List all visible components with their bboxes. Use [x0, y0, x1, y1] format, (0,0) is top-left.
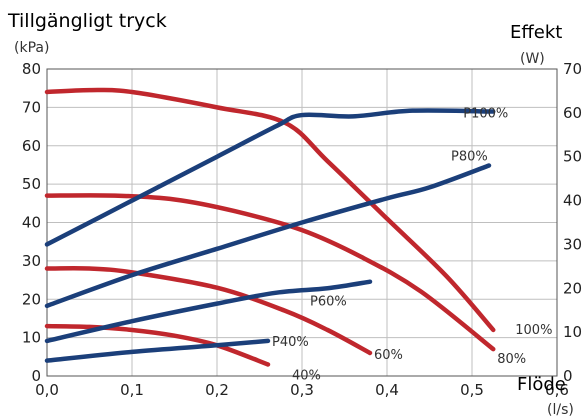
left-axis-unit: (kPa)	[14, 40, 49, 56]
right-axis-unit: (W)	[520, 51, 545, 67]
y2-tick-label: 30	[563, 235, 582, 253]
series	[44, 87, 496, 367]
y-tick-label: 30	[22, 252, 41, 270]
x-tick-label: 0,2	[205, 381, 229, 399]
power-series-label: P80%	[451, 149, 488, 164]
y2-tick-label: 70	[563, 60, 582, 78]
y2-tick-label: 50	[563, 148, 582, 166]
x-axis-unit: (l/s)	[547, 402, 574, 418]
y-tick-label: 60	[22, 137, 41, 155]
x-tick-label: 0,0	[35, 381, 59, 399]
pressure-series-label: 40%	[292, 368, 321, 383]
x-tick-label: 0,4	[375, 381, 399, 399]
y-tick-label: 50	[22, 175, 41, 193]
y2-tick-label: 20	[563, 279, 582, 297]
y-tick-label: 20	[22, 290, 41, 308]
pressure-series-label: 100%	[515, 323, 552, 338]
pressure-series-label: 60%	[374, 348, 403, 363]
power-series-line	[44, 279, 373, 344]
y-tick-label: 70	[22, 98, 41, 116]
y2-tick-label: 0	[563, 367, 573, 385]
x-tick-label: 0,6	[545, 381, 569, 399]
y2-tick-label: 60	[563, 104, 582, 122]
y2-tick-label: 40	[563, 192, 582, 210]
y-tick-label: 10	[22, 329, 41, 347]
pressure-series-line	[44, 266, 373, 356]
power-series-line	[44, 163, 492, 309]
chart-title: Tillgängligt tryck	[7, 10, 167, 32]
y-tick-label: 80	[22, 60, 41, 78]
series-labels: 100% 80% 60% 40% P100% P80% P60% P40%	[272, 107, 552, 384]
y-tick-label: 40	[22, 214, 41, 232]
power-series-label: P60%	[310, 295, 347, 310]
x-tick-label: 0,5	[460, 381, 484, 399]
power-series-label: P100%	[463, 107, 508, 122]
plot-frame	[46, 68, 558, 377]
y2-tick-label: 10	[563, 323, 582, 341]
y-tick-label: 0	[31, 367, 41, 385]
pressure-series-label: 80%	[497, 352, 526, 367]
x-tick-label: 0,3	[290, 381, 314, 399]
right-axis-title: Effekt	[510, 22, 562, 43]
power-series-line	[44, 108, 496, 247]
power-series-label: P40%	[272, 335, 309, 350]
pressure-series-line	[44, 193, 496, 352]
power-series-line	[44, 338, 271, 363]
x-tick-label: 0,1	[120, 381, 144, 399]
x-axis-title: Flöde	[517, 374, 566, 395]
